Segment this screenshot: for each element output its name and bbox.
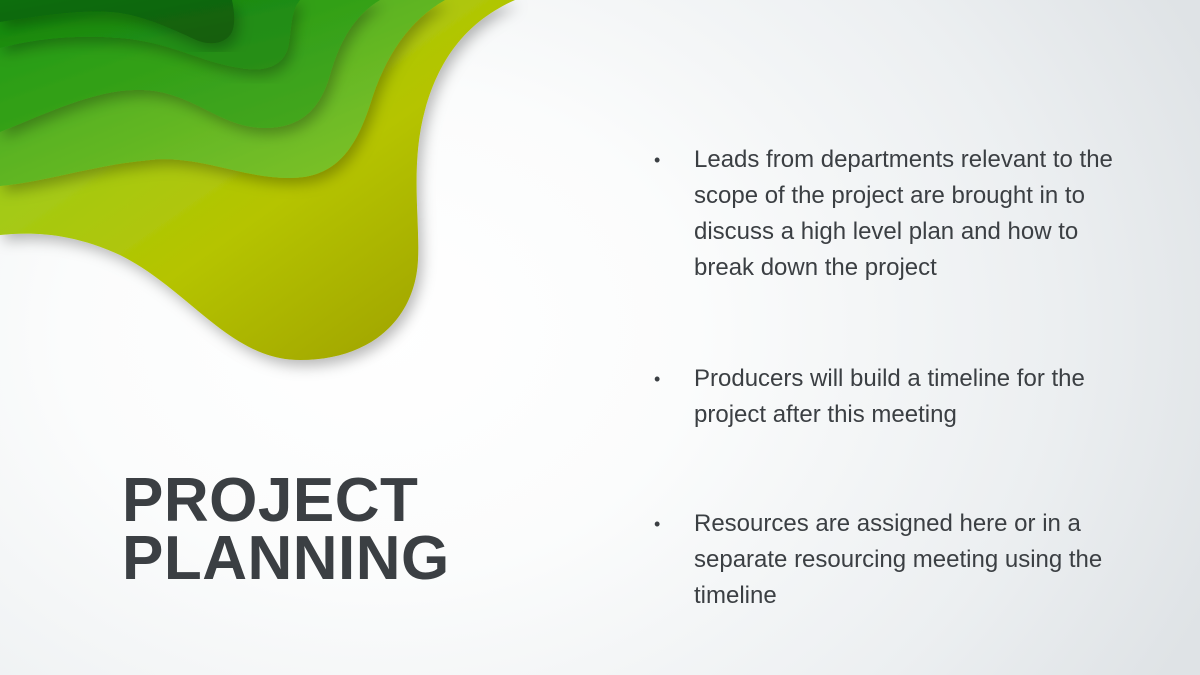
bullet-item: • Resources are assigned here or in a se… — [654, 506, 1134, 614]
bullet-text: Producers will build a timeline for the … — [694, 365, 1085, 428]
bullet-text: Resources are assigned here or in a sepa… — [694, 510, 1103, 609]
bullet-dot-icon: • — [654, 514, 661, 534]
bullet-dot-icon: • — [654, 369, 661, 389]
title-line-2: PLANNING — [122, 524, 450, 593]
wave-layer-darkest — [0, 0, 235, 44]
bullet-item: • Leads from departments relevant to the… — [654, 142, 1134, 286]
bullet-dot-icon: • — [654, 150, 661, 170]
bullet-item: • Producers will build a timeline for th… — [654, 361, 1134, 433]
slide-title: PROJECT PLANNING — [122, 466, 450, 593]
bullet-text: Leads from departments relevant to the s… — [694, 146, 1113, 281]
title-line-1: PROJECT — [122, 466, 419, 535]
